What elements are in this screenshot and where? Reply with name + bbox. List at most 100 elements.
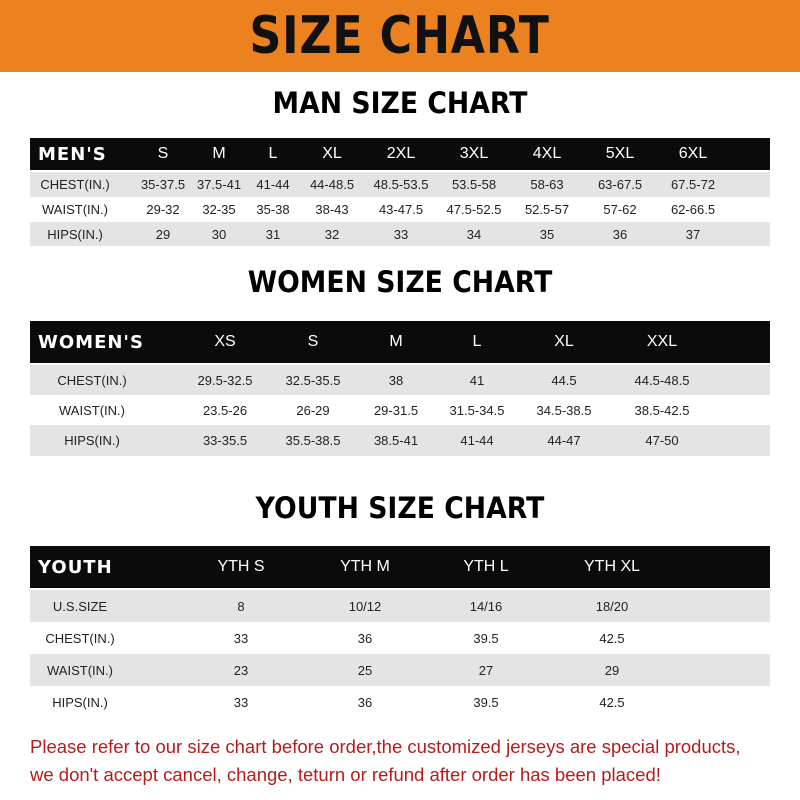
- size-header: 2XL: [386, 145, 416, 162]
- order-notice-line-2: we don't accept cancel, change, teturn o…: [30, 764, 661, 785]
- women-size-table: WOMEN'S XS S M L XL XXL CHEST(IN.) 29.5-32.5 32.5…: [30, 321, 770, 456]
- size-header: XS: [214, 333, 236, 350]
- order-notice-line-1: Please refer to our size chart before or…: [30, 736, 741, 757]
- size-value: 44.5: [551, 372, 577, 388]
- size-header: 4XL: [532, 145, 562, 162]
- size-header: YTH XL: [583, 558, 641, 575]
- size-value: 30: [211, 226, 227, 242]
- women-chart-title: WOMEN SIZE CHART: [247, 265, 553, 299]
- size-chart-banner: SIZE CHART: [0, 0, 800, 72]
- size-value: 27: [478, 662, 494, 678]
- size-value: 35-38: [256, 202, 290, 217]
- size-value: 35.5-38.5: [285, 433, 341, 448]
- table-row: CHEST(IN.) 35-37.5 37.5-41 41-44 44-48.5 48.5…: [30, 172, 770, 197]
- size-value: 39.5: [473, 694, 499, 710]
- size-value: 44-48.5: [309, 177, 355, 192]
- size-header: YTH M: [340, 558, 390, 575]
- size-value: 33-35.5: [202, 433, 248, 448]
- measurement-label: HIPS(IN.): [47, 226, 103, 242]
- size-value: 33: [233, 630, 249, 646]
- size-value: 53.5-58: [451, 177, 497, 192]
- measurement-label: HIPS(IN.): [52, 694, 108, 710]
- size-value: 33: [393, 226, 409, 242]
- measurement-label: WAIST(IN.): [59, 402, 125, 418]
- table-row: CHEST(IN.) 33 36 39.5 42.5: [30, 622, 770, 654]
- size-header: XL: [554, 333, 574, 350]
- size-value: 47-50: [645, 433, 679, 448]
- table-corner-label: YOUTH: [38, 556, 113, 578]
- size-header: 3XL: [459, 145, 489, 162]
- size-value: 62-66.5: [670, 202, 716, 217]
- size-value: 42.5: [599, 694, 625, 710]
- table-row: WAIST(IN.) 23.5-26 26-29 29-31.5 31.5-34.5 34…: [30, 395, 770, 425]
- table-row: U.S.SIZE 8 10/12 14/16 18/20: [30, 590, 770, 622]
- size-value: 32-35: [202, 202, 236, 217]
- size-value: 52.5-57: [524, 202, 570, 217]
- header-row: MEN'S S M L XL 2XL 3XL 4XL 5XL 6XL: [30, 138, 770, 170]
- size-value: 43-47.5: [378, 202, 424, 217]
- size-header: L: [268, 145, 278, 162]
- size-value: 37.5-41: [196, 177, 242, 192]
- size-value: 23: [233, 662, 249, 678]
- table-corner-label: WOMEN'S: [38, 331, 144, 353]
- table-row: WAIST(IN.) 29-32 32-35 35-38 38-43 43-47.5 47.…: [30, 197, 770, 222]
- size-value: 38: [388, 372, 404, 388]
- table-row: HIPS(IN.) 33 36 39.5 42.5: [30, 686, 770, 718]
- size-value: 18/20: [595, 598, 629, 614]
- size-value: 38-43: [315, 202, 349, 217]
- measurement-label: WAIST(IN.): [42, 202, 108, 217]
- size-header: 6XL: [678, 145, 708, 162]
- size-value: 63-67.5: [597, 177, 643, 192]
- size-value: 34: [466, 226, 482, 242]
- size-header: YTH S: [217, 558, 265, 575]
- size-value: 38.5-42.5: [634, 402, 690, 418]
- size-value: 29: [155, 226, 171, 242]
- size-value: 41-44: [460, 433, 494, 448]
- size-value: 36: [612, 226, 628, 242]
- size-value: 42.5: [599, 630, 625, 646]
- size-value: 36: [357, 630, 373, 646]
- table-corner-label: MEN'S: [38, 143, 107, 165]
- measurement-label: WAIST(IN.): [47, 662, 113, 678]
- size-value: 10/12: [348, 598, 382, 614]
- size-header: S: [157, 145, 169, 162]
- size-value: 37: [685, 226, 701, 242]
- youth-chart-title: YOUTH SIZE CHART: [255, 491, 545, 525]
- measurement-label: CHEST(IN.): [57, 372, 127, 388]
- measurement-label: CHEST(IN.): [45, 630, 115, 646]
- size-header: XL: [322, 145, 342, 162]
- size-value: 48.5-53.5: [373, 177, 429, 192]
- measurement-label: HIPS(IN.): [64, 433, 120, 448]
- size-value: 29.5-32.5: [197, 372, 253, 388]
- size-value: 25: [357, 662, 373, 678]
- men-chart-title: MAN SIZE CHART: [272, 86, 528, 120]
- table-row: WAIST(IN.) 23 25 27 29: [30, 654, 770, 686]
- size-value: 44-47: [547, 433, 581, 448]
- measurement-label: U.S.SIZE: [52, 598, 108, 614]
- size-value: 35-37.5: [140, 177, 186, 192]
- size-value: 31.5-34.5: [449, 402, 505, 418]
- size-header: S: [307, 333, 319, 350]
- banner-title: SIZE CHART: [249, 6, 551, 66]
- size-value: 41: [469, 372, 485, 388]
- measurement-label: CHEST(IN.): [40, 177, 110, 192]
- size-value: 29: [604, 662, 620, 678]
- size-value: 29-31.5: [373, 402, 419, 418]
- size-value: 29-32: [146, 202, 180, 217]
- table-row: CHEST(IN.) 29.5-32.5 32.5-35.5 38 41 44.5 44.5…: [30, 365, 770, 395]
- size-value: 32.5-35.5: [285, 372, 341, 388]
- size-value: 57-62: [603, 202, 637, 217]
- size-header: XXL: [646, 333, 678, 350]
- header-row: WOMEN'S XS S M L XL XXL: [30, 321, 770, 363]
- youth-size-table: YOUTH YTH S YTH M YTH L YTH XL U.S.SIZE 8 10/12…: [30, 546, 770, 718]
- table-row: HIPS(IN.) 33-35.5 35.5-38.5 38.5-41 41-44 44-…: [30, 425, 770, 456]
- size-value: 26-29: [296, 402, 330, 418]
- table-row: HIPS(IN.) 29 30 31 32 33 34 35 36 37: [30, 222, 770, 246]
- size-value: 38.5-41: [373, 433, 419, 448]
- size-value: 33: [233, 694, 249, 710]
- size-header: YTH L: [463, 558, 509, 575]
- size-header: M: [389, 333, 403, 350]
- men-size-table: MEN'S S M L XL 2XL 3XL 4XL 5XL 6XL CHEST(IN.) 35-37…: [30, 138, 770, 246]
- size-value: 31: [265, 226, 281, 242]
- size-value: 44.5-48.5: [634, 372, 690, 388]
